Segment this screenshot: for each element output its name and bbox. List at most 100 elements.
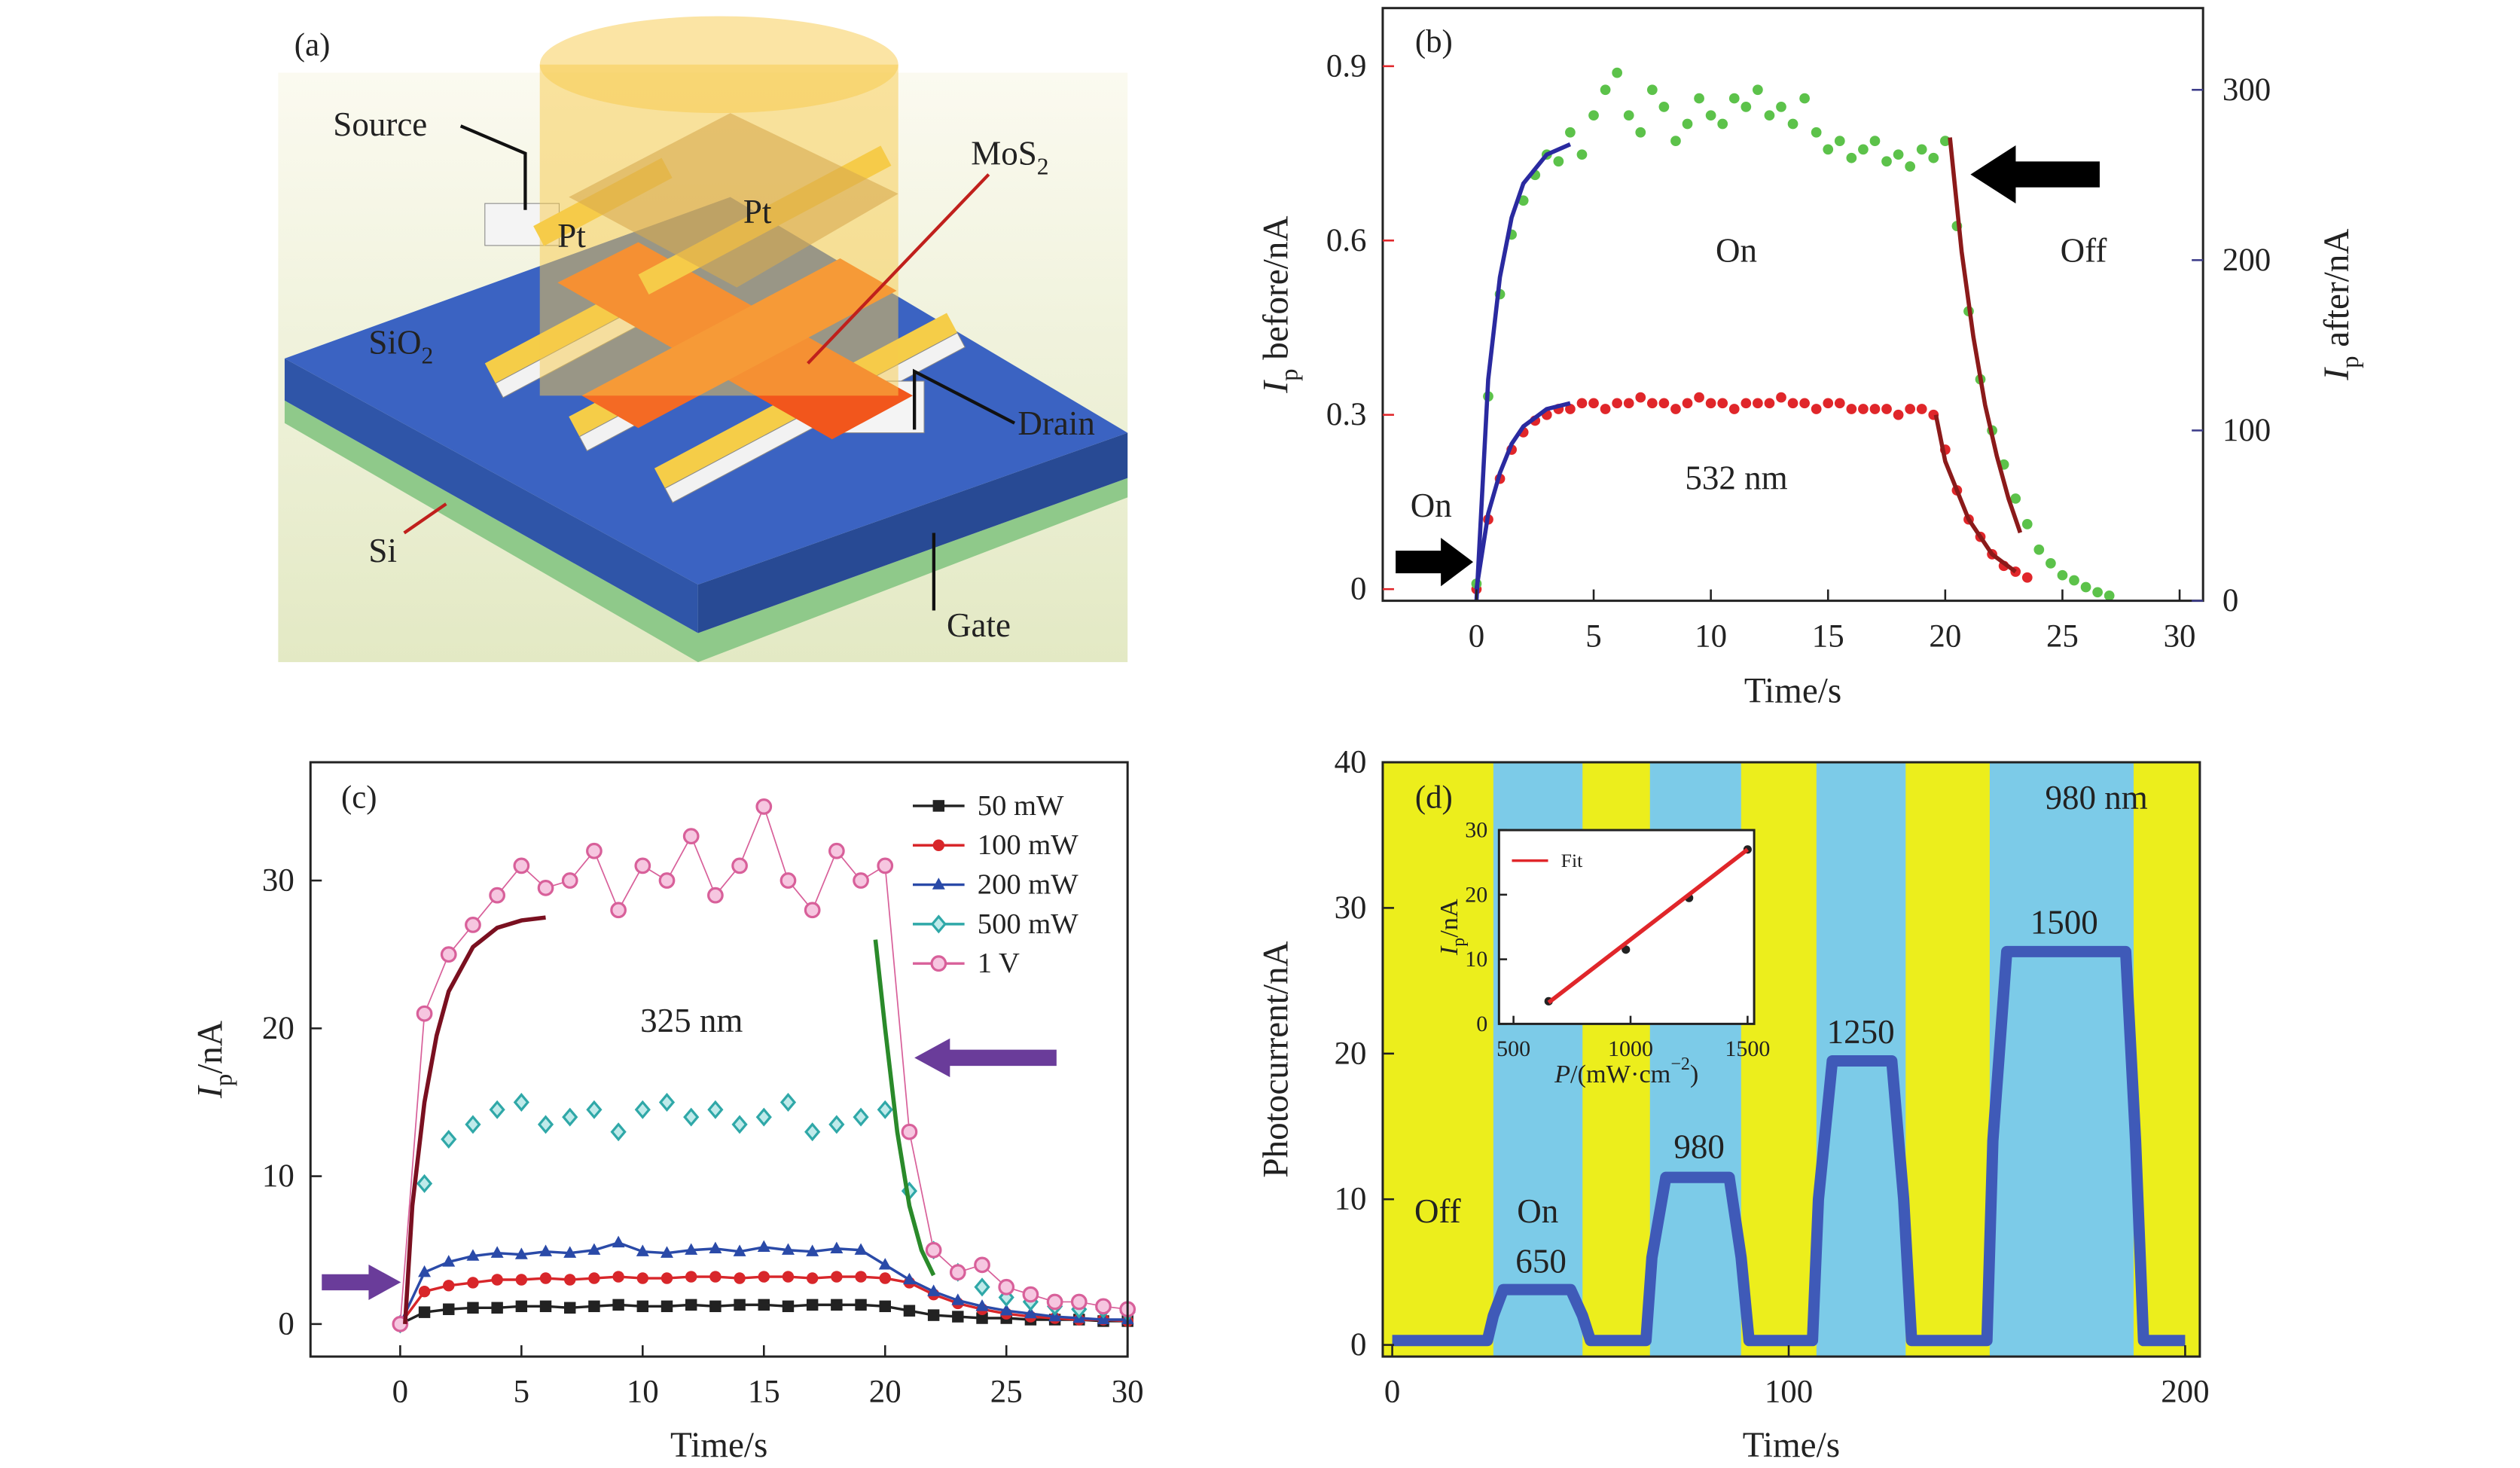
diagram-label: Pt [557, 217, 586, 255]
series-line [1474, 401, 1571, 590]
marker [612, 1235, 625, 1248]
annotation: Off [2061, 231, 2107, 269]
marker [1682, 118, 1693, 130]
x-axis-label: Time/s [1744, 672, 1841, 711]
marker [831, 1271, 843, 1283]
plot-frame [1497, 829, 1756, 1025]
legend-label: 100 mW [978, 829, 1079, 861]
marker [586, 1100, 603, 1119]
marker [515, 1300, 528, 1313]
marker [588, 1272, 600, 1284]
diagram-label-part: 2 [1037, 154, 1049, 180]
marker [443, 1303, 455, 1315]
marker [562, 1107, 578, 1127]
marker [1728, 93, 1740, 104]
y2-tick-label: 100 [2223, 413, 2271, 448]
marker [489, 1100, 505, 1119]
y-axis-label: Ip/nA [1435, 899, 1469, 956]
y-axis-label: Ip/nA [191, 1021, 237, 1099]
annotation: 1250 [1827, 1013, 1895, 1051]
marker [658, 1092, 676, 1112]
marker [537, 879, 554, 896]
marker [1916, 404, 1927, 414]
oxide-side [697, 432, 1128, 633]
x-tick-label: 30 [2164, 618, 2196, 654]
marker [1916, 144, 1927, 155]
annotation: 650 [1515, 1243, 1567, 1280]
x-axis-label: Time/s [1743, 1426, 1840, 1465]
marker [2033, 544, 2045, 555]
marker [610, 902, 627, 919]
y-tick-label: 0.9 [1326, 48, 1367, 84]
marker [443, 1280, 455, 1292]
y-tick-label: 0 [278, 1306, 294, 1341]
diagram-label: Gate [947, 606, 1011, 644]
marker [757, 1240, 770, 1252]
x-tick-label: 5 [1585, 618, 1601, 654]
annotation: On [1411, 487, 1452, 524]
leader-line [403, 502, 447, 535]
y-tick-label: 20 [1335, 1036, 1367, 1071]
series-line [1392, 945, 2186, 1347]
diagram-label: SiO2 [368, 324, 433, 369]
marker [1588, 398, 1599, 409]
marker [974, 1277, 990, 1297]
marker [2069, 575, 2079, 586]
marker [513, 1092, 529, 1112]
marker [1787, 118, 1798, 130]
y-axis-label-part: p [210, 1074, 237, 1087]
x-tick-label: 10 [627, 1375, 659, 1410]
marker [1869, 136, 1881, 146]
x-tick-label: 500 [1496, 1036, 1530, 1061]
marker [1576, 149, 1588, 160]
series-line [873, 939, 936, 1277]
annotation: On [1716, 231, 1757, 269]
marker [804, 902, 821, 919]
marker [734, 1272, 746, 1284]
series-line [1933, 414, 2017, 574]
marker [925, 1241, 942, 1259]
marker [1881, 404, 1892, 414]
marker [877, 857, 894, 874]
x-tick-label: 25 [990, 1375, 1023, 1410]
marker [878, 1258, 892, 1270]
x-tick-label: 20 [1929, 618, 1961, 654]
y-tick-label: 0 [1350, 1327, 1366, 1363]
marker [853, 872, 869, 889]
arrow [1396, 537, 1474, 587]
annotation: 1500 [2030, 903, 2098, 941]
marker [758, 1299, 770, 1311]
marker [1764, 398, 1775, 409]
marker [1753, 398, 1763, 409]
y-axis-label-part: before/nA [1256, 216, 1295, 369]
y-tick-label: 10 [262, 1158, 294, 1194]
legend-label: 1 V [978, 948, 1020, 979]
diagram-label: Drain [1017, 404, 1095, 442]
x-tick-label: 100 [1765, 1375, 1813, 1410]
y-axis-label-part: /nA [1435, 899, 1463, 938]
leader-line [459, 124, 527, 210]
light-beam [539, 64, 898, 396]
y-axis-label: Photocurrent/nA [1256, 941, 1295, 1177]
marker [1694, 392, 1704, 403]
marker [636, 1244, 649, 1256]
arrow [914, 1038, 1057, 1078]
marker [974, 1256, 990, 1274]
marker [1588, 110, 1599, 121]
marker [1939, 136, 1951, 146]
marker [564, 1302, 576, 1314]
marker [1869, 404, 1881, 414]
marker [1670, 404, 1681, 414]
marker [1846, 152, 1857, 163]
x-axis-label-part: −2 [1670, 1054, 1690, 1074]
marker [564, 1274, 576, 1286]
marker [806, 1244, 819, 1256]
x-tick-label: 0 [392, 1375, 408, 1410]
marker [537, 1115, 554, 1134]
marker [932, 800, 945, 812]
marker [830, 1241, 844, 1253]
marker [1834, 136, 1845, 146]
marker [1658, 398, 1670, 409]
marker [1682, 398, 1693, 409]
